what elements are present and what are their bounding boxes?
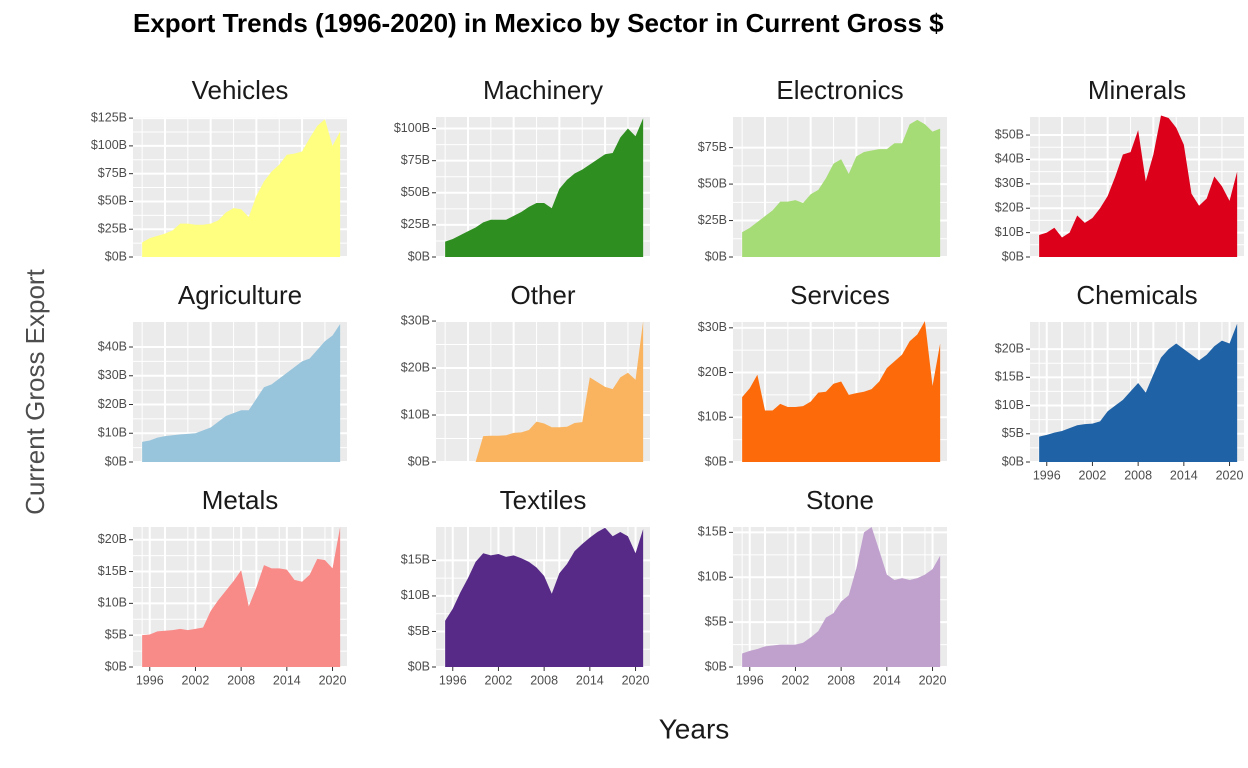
y-tick-label: $20B <box>98 397 127 411</box>
y-tick-label: $20B <box>995 341 1024 355</box>
y-tick-label: $5B <box>105 627 127 641</box>
y-tick-label: $100B <box>91 138 127 152</box>
area <box>1039 115 1238 257</box>
y-tick-label: $50B <box>98 194 127 208</box>
y-tick-label: $5B <box>705 614 727 628</box>
x-tick-label: 2008 <box>827 673 855 687</box>
chart-title: Export Trends (1996-2020) in Mexico by S… <box>133 8 944 38</box>
y-tick-label: $20B <box>995 201 1024 215</box>
panel-title: Minerals <box>1088 75 1186 105</box>
y-tick-label: $10B <box>98 596 127 610</box>
panel-title: Other <box>510 280 575 310</box>
y-tick-label: $40B <box>98 339 127 353</box>
area <box>142 527 341 667</box>
y-tick-label: $0B <box>705 659 727 673</box>
y-tick-label: $0B <box>408 659 430 673</box>
panel-title: Vehicles <box>192 75 289 105</box>
y-tick-label: $30B <box>401 313 430 327</box>
y-tick-label: $50B <box>401 185 430 199</box>
x-tick-label: 2014 <box>1170 468 1198 482</box>
x-tick-label: 1996 <box>136 673 164 687</box>
y-tick-label: $75B <box>698 140 727 154</box>
y-tick-label: $15B <box>401 553 430 567</box>
y-tick-label: $15B <box>995 370 1024 384</box>
y-tick-label: $25B <box>401 217 430 231</box>
panel-title: Textiles <box>500 485 587 515</box>
y-tick-label: $5B <box>408 624 430 638</box>
y-tick-label: $20B <box>698 365 727 379</box>
x-axis-label: Years <box>659 713 730 744</box>
x-tick-label: 2008 <box>227 673 255 687</box>
x-tick-label: 2002 <box>182 673 210 687</box>
y-tick-label: $50B <box>698 176 727 190</box>
y-tick-label: $75B <box>401 153 430 167</box>
y-tick-label: $20B <box>401 360 430 374</box>
y-tick-label: $30B <box>698 320 727 334</box>
y-tick-label: $30B <box>995 176 1024 190</box>
y-tick-label: $10B <box>995 225 1024 239</box>
y-tick-label: $10B <box>995 398 1024 412</box>
panel-title: Stone <box>806 485 874 515</box>
x-tick-label: 1996 <box>439 673 467 687</box>
y-tick-label: $10B <box>698 570 727 584</box>
y-tick-label: $0B <box>705 454 727 468</box>
y-tick-label: $25B <box>698 213 727 227</box>
x-tick-label: 2002 <box>485 673 513 687</box>
x-tick-label: 2008 <box>530 673 558 687</box>
area <box>445 118 644 258</box>
area <box>142 119 341 257</box>
y-tick-label: $0B <box>1002 249 1024 263</box>
area <box>142 324 341 462</box>
x-tick-label: 2020 <box>1216 468 1244 482</box>
x-tick-label: 2014 <box>576 673 604 687</box>
x-tick-label: 2008 <box>1124 468 1152 482</box>
y-tick-label: $0B <box>408 249 430 263</box>
panel-title: Machinery <box>483 75 603 105</box>
y-tick-label: $25B <box>98 222 127 236</box>
y-tick-label: $40B <box>995 152 1024 166</box>
y-tick-label: $10B <box>401 588 430 602</box>
x-tick-label: 2020 <box>622 673 650 687</box>
panel-title: Electronics <box>776 75 903 105</box>
x-tick-label: 2014 <box>873 673 901 687</box>
panel-title: Metals <box>202 485 279 515</box>
y-tick-label: $0B <box>705 249 727 263</box>
y-tick-label: $10B <box>401 407 430 421</box>
y-tick-label: $10B <box>98 426 127 440</box>
y-tick-label: $30B <box>98 368 127 382</box>
y-tick-label: $15B <box>698 525 727 539</box>
y-tick-label: $75B <box>98 166 127 180</box>
area <box>742 321 941 462</box>
y-tick-label: $0B <box>105 249 127 263</box>
y-axis-label: Current Gross Export <box>20 268 50 514</box>
y-tick-label: $20B <box>98 532 127 546</box>
panel-title: Agriculture <box>178 280 302 310</box>
y-tick-label: $0B <box>105 659 127 673</box>
y-tick-label: $50B <box>995 127 1024 141</box>
y-tick-label: $5B <box>1002 426 1024 440</box>
y-tick-label: $125B <box>91 110 127 124</box>
y-tick-label: $10B <box>698 410 727 424</box>
x-tick-label: 2002 <box>1079 468 1107 482</box>
y-tick-label: $0B <box>1002 454 1024 468</box>
y-tick-label: $100B <box>394 121 430 135</box>
x-tick-label: 1996 <box>736 673 764 687</box>
y-tick-label: $0B <box>105 454 127 468</box>
panel-title: Services <box>790 280 890 310</box>
area <box>742 119 941 258</box>
y-tick-label: $0B <box>408 454 430 468</box>
x-tick-label: 2002 <box>782 673 810 687</box>
area <box>475 321 644 462</box>
area <box>445 527 644 667</box>
area <box>1039 323 1238 462</box>
panel-title: Chemicals <box>1076 280 1197 310</box>
x-tick-label: 2014 <box>273 673 301 687</box>
x-tick-label: 2020 <box>919 673 947 687</box>
y-tick-label: $15B <box>98 564 127 578</box>
area <box>742 527 941 667</box>
x-tick-label: 2020 <box>319 673 347 687</box>
x-tick-label: 1996 <box>1033 468 1061 482</box>
